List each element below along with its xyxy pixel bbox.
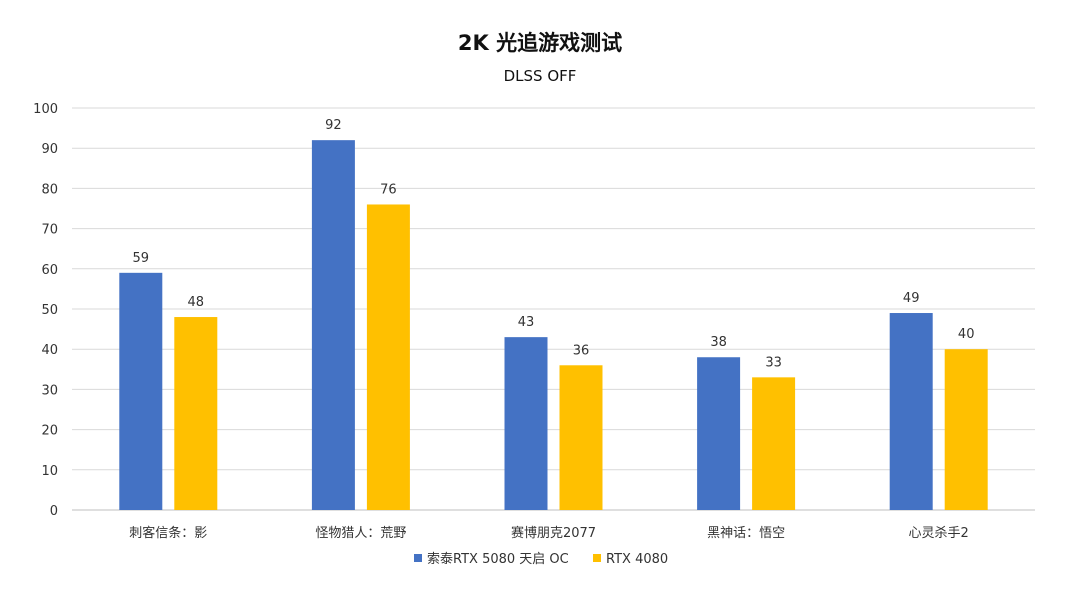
chart-title: 2K 光追游戏测试 — [458, 31, 622, 55]
y-tick-label: 0 — [50, 504, 58, 519]
category-label: 刺客信条：影 — [129, 525, 207, 541]
bar-series1 — [889, 313, 933, 510]
data-label: 33 — [765, 355, 782, 370]
y-tick-label: 20 — [41, 424, 58, 439]
bar-series1 — [697, 357, 741, 510]
y-tick-label: 40 — [41, 343, 58, 358]
legend-label: RTX 4080 — [606, 552, 668, 567]
y-tick-label: 60 — [41, 263, 58, 278]
y-tick-label: 30 — [41, 383, 58, 398]
y-tick-label: 10 — [41, 464, 58, 479]
bar-series1 — [311, 140, 355, 510]
data-label: 76 — [380, 182, 397, 197]
data-label: 43 — [518, 315, 535, 330]
data-label: 92 — [325, 118, 342, 133]
category-label: 黑神话：悟空 — [707, 526, 785, 541]
data-label: 38 — [710, 335, 727, 350]
legend: 索泰RTX 5080 天启 OC RTX 4080 — [414, 552, 668, 567]
data-label: 49 — [903, 291, 920, 306]
y-tick-label: 90 — [41, 142, 58, 157]
data-label: 40 — [958, 327, 975, 342]
data-label: 59 — [133, 251, 150, 266]
x-axis-categories: 刺客信条：影 怪物猎人：荒野 赛博朋克2077 黑神话：悟空 心灵杀手2 — [129, 525, 969, 541]
category-label: 赛博朋克2077 — [511, 525, 596, 541]
legend-label: 索泰RTX 5080 天启 OC — [427, 552, 569, 567]
legend-swatch — [593, 554, 601, 562]
y-tick-label: 80 — [41, 182, 58, 197]
category-label: 心灵杀手2 — [909, 526, 969, 541]
bar-series2 — [944, 349, 988, 510]
y-tick-label: 70 — [41, 223, 58, 238]
gridlines — [72, 107, 1035, 511]
bar-series2 — [174, 317, 218, 510]
bar-series1 — [119, 272, 163, 510]
y-tick-label: 100 — [33, 102, 58, 117]
bar-series2 — [559, 365, 603, 510]
data-label: 36 — [573, 343, 590, 358]
y-tick-label: 50 — [41, 303, 58, 318]
bar-series1 — [504, 337, 548, 510]
bar-series2 — [752, 377, 796, 510]
legend-swatch — [414, 554, 422, 562]
y-axis-ticks: 0 10 20 30 40 50 60 70 80 90 100 — [33, 102, 58, 519]
bars — [119, 140, 988, 511]
category-label: 怪物猎人：荒野 — [315, 526, 406, 541]
chart-subtitle: DLSS OFF — [504, 67, 577, 85]
bar-series2 — [366, 204, 410, 511]
data-label: 48 — [188, 295, 205, 310]
data-labels: 59 48 92 76 43 36 38 33 49 40 — [133, 118, 975, 370]
